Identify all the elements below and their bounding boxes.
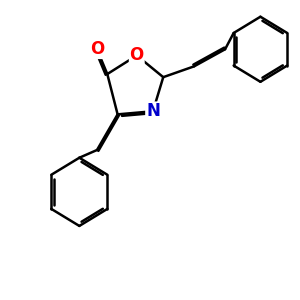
Text: O: O [90, 40, 104, 58]
Text: O: O [130, 46, 144, 64]
Text: N: N [146, 102, 160, 120]
